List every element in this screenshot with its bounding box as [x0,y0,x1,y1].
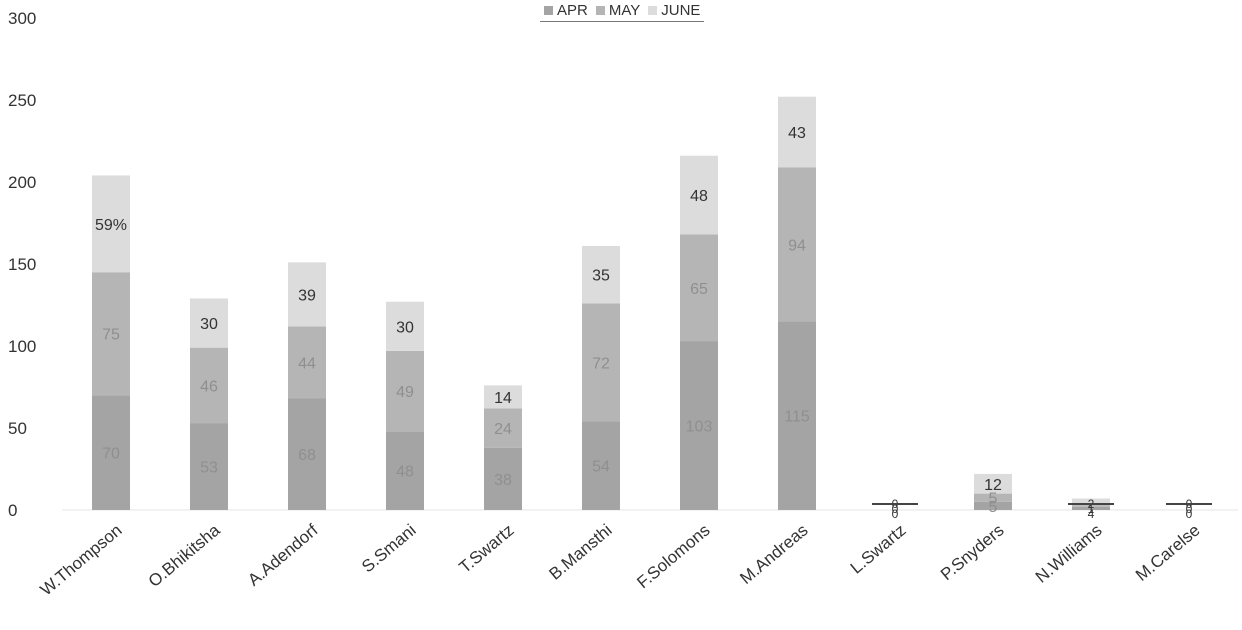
bar-segment-may [288,326,326,399]
bar-segment-june [288,262,326,327]
data-label: 12 [984,477,1002,494]
data-label: 30 [200,316,218,333]
bar-segment-may [1072,505,1110,507]
x-tick-label: A.Adendorf [244,520,322,589]
data-label: 4 [1088,507,1095,521]
bar-segment-apr [484,447,522,510]
data-label: 46 [200,378,218,395]
x-tick-label: M.Carelse [1132,521,1204,585]
bar-segment-apr [1072,506,1110,510]
bar-segment-june [1072,498,1110,506]
data-label: 5 [989,491,998,508]
data-label: 30 [396,319,414,336]
data-label: 115 [784,409,810,426]
data-label: 94 [788,237,806,254]
data-label: 103 [686,419,713,436]
bar-segment-may [778,167,816,322]
bar-segment-june [778,96,816,168]
bar-segment-apr [288,398,326,510]
bar-segment-apr [778,321,816,510]
bar-segment-may [582,303,620,422]
legend-item-apr: APR [544,2,588,19]
bar-segment-june [582,245,620,304]
x-tick-label: P.Snyders [937,521,1008,585]
data-label: 44 [298,355,316,372]
data-label: 0 [1186,502,1193,516]
legend-item-june: JUNE [648,2,700,19]
data-label: 59% [95,217,127,234]
data-label: 48 [690,188,708,205]
data-label: 48 [396,464,414,481]
data-label: 0 [1186,507,1193,521]
legend-item-may: MAY [595,1,641,19]
x-tick-label: M.Andreas [736,521,811,588]
y-tick-label: 200 [8,173,36,192]
data-label: 72 [592,355,610,372]
y-tick-label: 250 [8,91,36,110]
data-label: 75 [102,327,120,344]
data-label: 24 [494,421,512,438]
bar-segment-may [974,493,1012,502]
data-label: 49 [396,384,414,401]
x-tick-label: T.Swartz [455,521,517,577]
bar-segment-june [92,175,130,273]
data-label: 43 [788,125,806,142]
bar-segment-june [190,298,228,348]
bar-segment-apr [386,431,424,510]
x-tick-label: N.Williams [1032,521,1106,587]
legend-swatch-june [648,5,658,15]
legend-swatch-apr [544,5,553,15]
bar-segment-may [92,272,130,396]
bar-segment-may [190,347,228,424]
legend-label-may: MAY [608,1,641,19]
legend: APR MAY JUNE [540,0,705,22]
data-label: 68 [298,447,316,464]
data-label: 70 [102,446,120,463]
bar-segment-apr [974,501,1012,510]
data-label: 0 [892,502,899,516]
data-label: 35 [592,268,610,285]
data-label: 0 [892,507,899,521]
bar-segment-may [680,234,718,342]
y-tick-label: 50 [8,419,27,438]
data-label: 53 [200,460,218,477]
data-label: 38 [494,472,512,489]
x-tick-label: S.Smani [358,521,419,577]
bar-segment-apr [582,421,620,510]
legend-swatch-may [595,5,605,15]
data-label: 39 [298,287,316,304]
y-tick-label: 300 [8,9,36,28]
x-tick-label: F.Solomons [633,521,713,593]
x-tick-label: O.Bhikitsha [145,520,224,591]
y-tick-label: 150 [8,255,36,274]
bar-segment-apr [190,423,228,510]
bar-segment-may [484,408,522,448]
data-label: 1 [1088,502,1095,516]
y-tick-label: 0 [8,501,17,520]
bar-segment-june [974,473,1012,494]
data-label: 54 [592,459,610,476]
x-tick-label: L.Swartz [847,521,910,578]
x-tick-label: B.Mansthi [545,521,615,584]
legend-label-apr: APR [557,1,588,19]
bar-segment-june [484,385,522,409]
x-tick-label: W.Thompson [37,521,126,600]
data-label: 65 [690,281,708,298]
data-label: 14 [494,390,512,407]
bar-segment-june [386,301,424,351]
bar-segment-may [386,350,424,432]
legend-label-june: JUNE [661,1,701,19]
bar-segment-june [680,155,718,235]
bar-segment-apr [680,341,718,510]
y-tick-label: 100 [8,337,36,356]
data-label: 5 [989,499,998,516]
bar-segment-apr [92,395,130,510]
